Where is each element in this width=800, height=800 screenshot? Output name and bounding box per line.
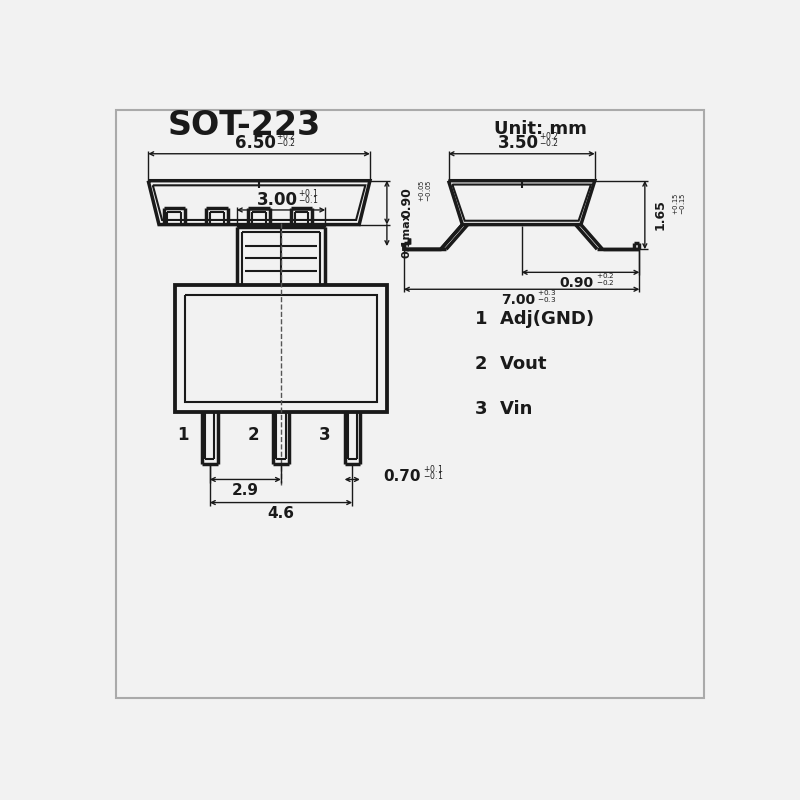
Text: $^{+0.1}_{-0.1}$: $^{+0.1}_{-0.1}$ — [298, 187, 318, 206]
Text: 0.70: 0.70 — [383, 469, 421, 484]
Text: SOT-223: SOT-223 — [168, 109, 321, 142]
Bar — [175, 285, 387, 412]
Text: 3.00: 3.00 — [257, 191, 298, 209]
Text: 0.90: 0.90 — [401, 187, 414, 218]
Text: $^{+0.2}_{-0.2}$: $^{+0.2}_{-0.2}$ — [596, 272, 614, 289]
Text: 3: 3 — [319, 426, 330, 444]
Text: 7.00: 7.00 — [501, 293, 535, 307]
Text: $^{+0.2}_{-0.2}$: $^{+0.2}_{-0.2}$ — [538, 130, 558, 150]
Text: Unit: mm: Unit: mm — [494, 120, 587, 138]
Text: 0.90: 0.90 — [560, 276, 594, 290]
Text: 0.1max: 0.1max — [402, 213, 412, 258]
Text: $^{+0.3}_{-0.3}$: $^{+0.3}_{-0.3}$ — [537, 289, 556, 306]
Text: $^{+0.15}_{-0.15}$: $^{+0.15}_{-0.15}$ — [671, 193, 688, 215]
Text: 4.6: 4.6 — [267, 506, 294, 521]
Text: $^{+0.05}_{-0.05}$: $^{+0.05}_{-0.05}$ — [418, 179, 434, 202]
Text: 6.50: 6.50 — [234, 134, 276, 152]
Text: $^{+0.1}_{-0.1}$: $^{+0.1}_{-0.1}$ — [423, 463, 443, 483]
Text: 1: 1 — [177, 426, 188, 444]
Text: 2  Vout: 2 Vout — [475, 355, 547, 373]
Text: 1  Adj(GND): 1 Adj(GND) — [475, 310, 594, 328]
Text: 3.50: 3.50 — [498, 134, 539, 152]
Text: 1.65: 1.65 — [654, 199, 666, 230]
Text: 2.9: 2.9 — [232, 482, 259, 498]
Text: 3  Vin: 3 Vin — [475, 400, 533, 418]
Text: $^{+0.2}_{-0.2}$: $^{+0.2}_{-0.2}$ — [276, 130, 296, 150]
Text: 2: 2 — [248, 426, 259, 444]
